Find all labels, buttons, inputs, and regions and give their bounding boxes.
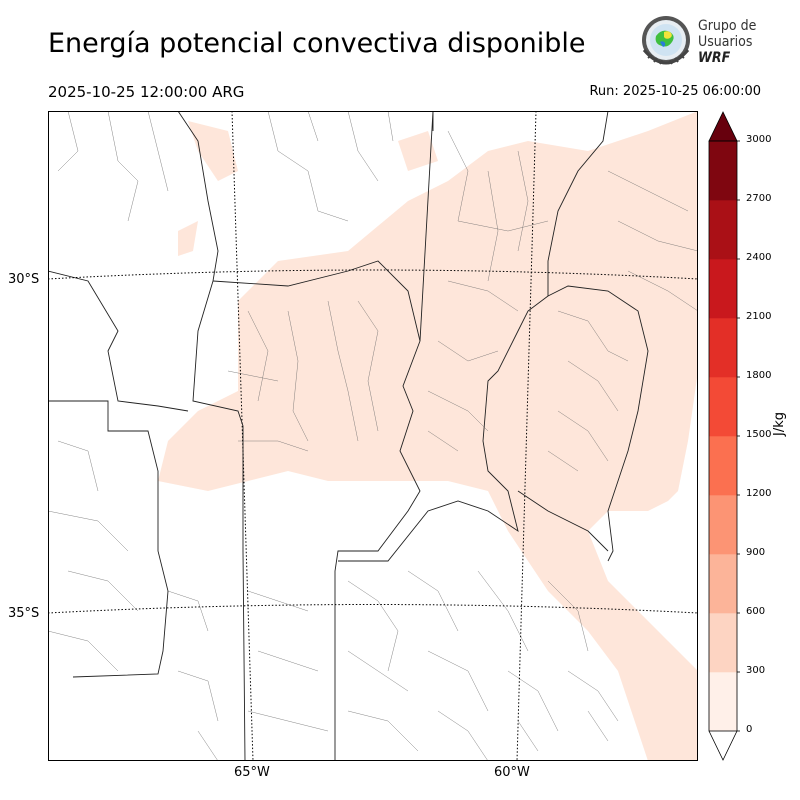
logo-line-2: Usuarios [698, 34, 753, 50]
colorbar-segment [709, 436, 737, 496]
colorbar-tick-label: 600 [746, 606, 766, 617]
graticule [48, 111, 698, 761]
colorbar [708, 111, 740, 761]
lon-label-65w: 65°W [234, 765, 270, 780]
colorbar-segment [709, 377, 737, 437]
lat-label-30s: 30°S [8, 272, 40, 287]
department-boundaries [48, 111, 698, 761]
colorbar-tick-label: 0 [746, 724, 753, 735]
province-boundaries [48, 111, 649, 761]
colorbar-segment [709, 495, 737, 555]
colorbar-tick-label: 1500 [746, 429, 772, 440]
cape-map [48, 111, 698, 761]
colorbar-segment [709, 554, 737, 614]
lat-label-35s: 35°S [8, 606, 40, 621]
map-title: Energía potencial convectiva disponible [48, 28, 586, 59]
valid-time: 2025-10-25 12:00:00 ARG [48, 83, 245, 101]
lon-label-60w: 60°W [494, 765, 530, 780]
colorbar-tick-label: 300 [746, 665, 766, 676]
colorbar-tick-label: 2100 [746, 311, 772, 322]
colorbar-segment [709, 141, 737, 201]
logo-line-3: WRF [698, 50, 731, 66]
cape-field [158, 111, 698, 761]
colorbar-over-triangle [708, 111, 738, 142]
logo-line-1: Grupo de [698, 18, 757, 34]
run-time: Run: 2025-10-25 06:00:00 [589, 84, 761, 99]
colorbar-tick-label: 1200 [746, 488, 772, 499]
colorbar-tick-label: 1800 [746, 370, 772, 381]
colorbar-tick-label: 900 [746, 547, 766, 558]
colorbar-tick-label: 2400 [746, 252, 772, 263]
colorbar-segment [709, 259, 737, 319]
colorbar-segment [709, 318, 737, 378]
globe-logo-icon [642, 16, 690, 65]
colorbar-segment [709, 613, 737, 673]
colorbar-segment [709, 200, 737, 260]
colorbar-segment [709, 672, 737, 732]
colorbar-tick-label: 3000 [746, 134, 772, 145]
colorbar-unit: J/kg [772, 412, 787, 436]
map-frame [48, 111, 698, 761]
colorbar-under-triangle [708, 730, 738, 761]
colorbar-tick-label: 2700 [746, 193, 772, 204]
wrf-users-logo: Grupo de Usuarios WRF [638, 14, 760, 74]
